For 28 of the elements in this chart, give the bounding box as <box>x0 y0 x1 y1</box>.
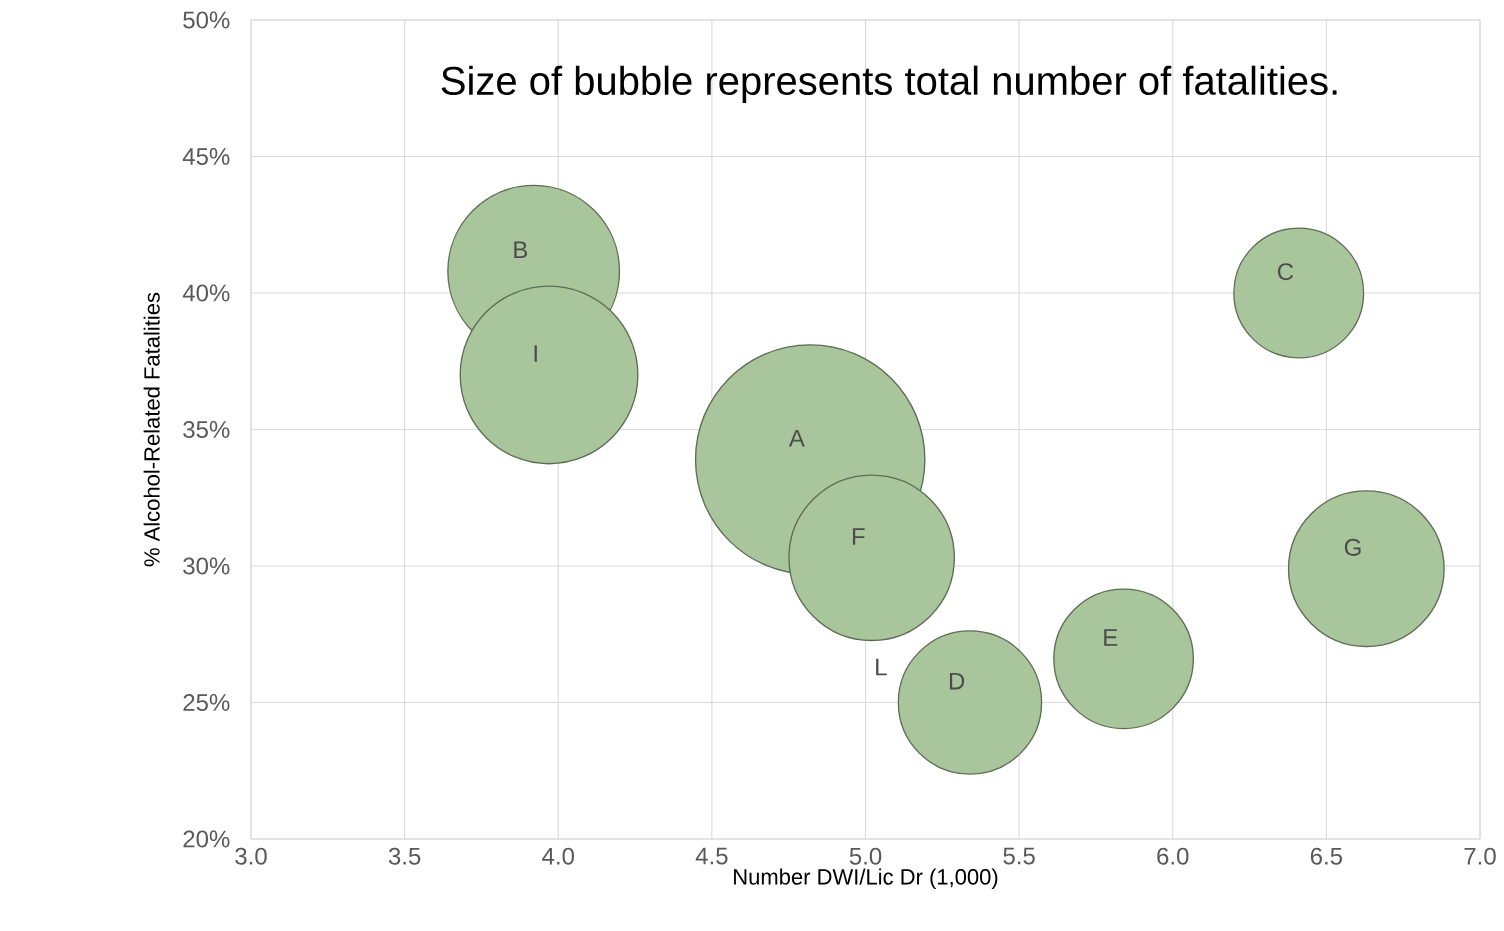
y-axis-title: % Alcohol-Related Fatalities <box>143 292 160 567</box>
y-tick-label: 20% <box>183 830 230 848</box>
annotation: D <box>949 672 965 690</box>
annotation: I <box>534 345 537 362</box>
y-tick-label: 50% <box>183 11 230 29</box>
annotation: F <box>852 528 865 545</box>
x-tick-label: 6.0 <box>1157 847 1189 865</box>
y-tick-label: 45% <box>182 148 230 165</box>
x-tick-label: 6.5 <box>1310 847 1343 865</box>
y-tick-label: 40% <box>182 284 230 302</box>
x-tick-label: 4.5 <box>695 847 728 865</box>
annotation: B <box>514 241 528 259</box>
annotation: A <box>788 429 805 447</box>
x-tick-label: 4.0 <box>542 847 575 865</box>
annotation: L <box>876 658 887 676</box>
annotation: Size of bubble represents total number of fatalities. <box>441 65 1337 103</box>
x-tick-label: 5.5 <box>1003 847 1035 865</box>
annotation: G <box>1344 538 1361 556</box>
y-tick-label: 25% <box>183 693 230 711</box>
x-axis-title: Number DWI/Lic Dr (1,000) <box>734 868 998 890</box>
x-tick-label: 7.0 <box>1464 847 1496 865</box>
x-tick-label: 5.0 <box>849 847 882 865</box>
y-tick-label: 35% <box>183 420 230 438</box>
y-tick-label: 30% <box>183 557 230 575</box>
x-tick-label: 3.5 <box>388 847 421 865</box>
annotation: E <box>1104 629 1118 646</box>
x-tick-label: 3.0 <box>235 847 267 865</box>
annotation: C <box>1277 263 1294 281</box>
